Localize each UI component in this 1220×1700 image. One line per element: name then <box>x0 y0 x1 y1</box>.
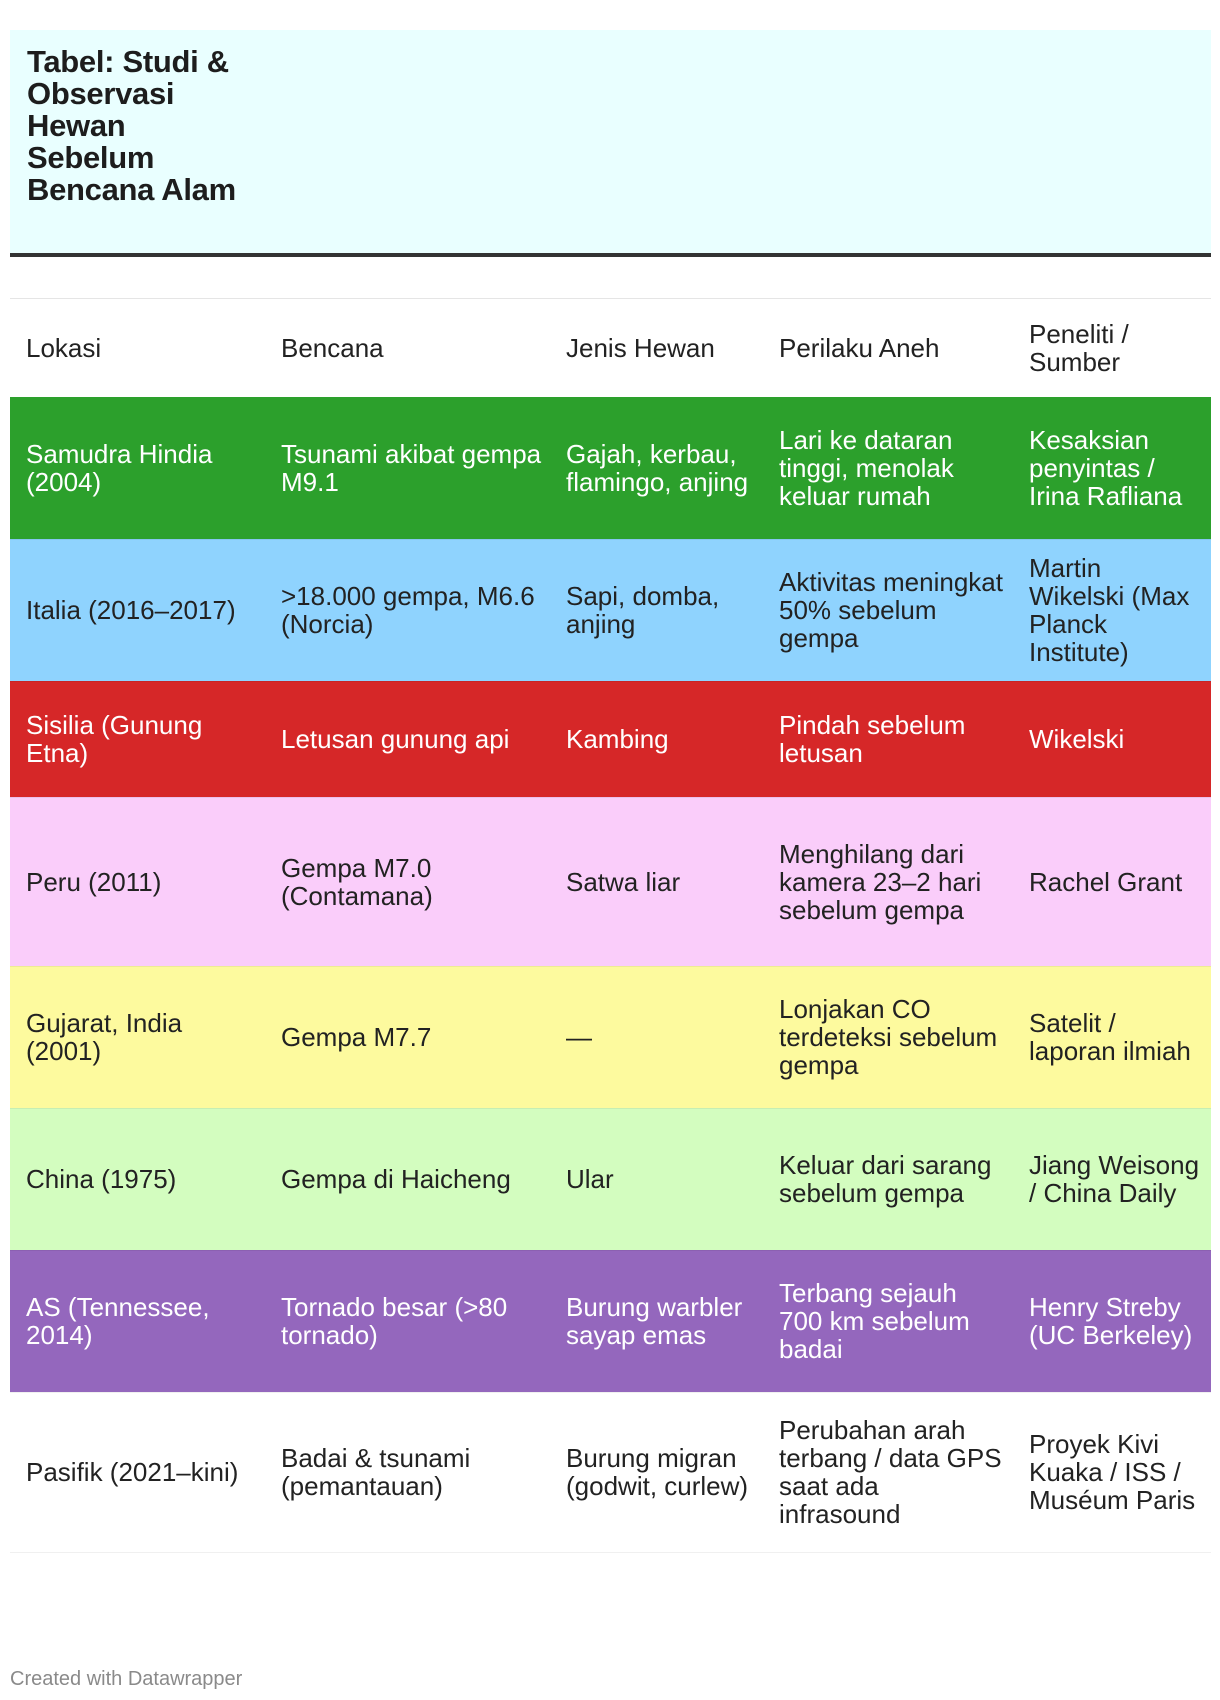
table-cell: Perubahan arah terbang / data GPS saat a… <box>763 1392 1013 1553</box>
column-header-perilaku-aneh: Perilaku Aneh <box>779 333 940 363</box>
table-row: China (1975) Gempa di Haicheng Ular Keluar … <box>10 1108 1211 1251</box>
table-cell: Gujarat, India (2001) <box>10 966 265 1109</box>
table-cell: Jiang Weisong / China Daily <box>1013 1108 1211 1251</box>
table-cell: Kesaksian penyintas / Irina Rafliana <box>1013 397 1211 540</box>
table-cell: — <box>550 966 763 1109</box>
table-cell: Aktivitas meningkat 50% sebelum gempa <box>763 539 1013 682</box>
table-cell: Martin Wikelski (Max Planck Institute) <box>1013 539 1211 682</box>
table-cell: Badai & tsunami (pemantauan) <box>265 1392 550 1553</box>
table-cell: Gajah, kerbau, flamingo, anjing <box>550 397 763 540</box>
table-cell: Lari ke dataran tinggi, menolak keluar r… <box>763 397 1013 540</box>
table-cell: Letusan gunung api <box>265 681 550 798</box>
table-row: Pasifik (2021–kini) Badai & tsunami (pema… <box>10 1392 1211 1553</box>
table-cell: Terbang sejauh 700 km sebelum badai <box>763 1250 1013 1393</box>
data-table: Lokasi Bencana Jenis Hewan Perilaku Aneh… <box>10 299 1211 1553</box>
table-cell: >18.000 gempa, M6.6 (Norcia) <box>265 539 550 682</box>
title-box: Tabel: Studi & Observasi Hewan Sebelum B… <box>10 30 1211 254</box>
table-row: Samudra Hindia (2004) Tsunami akibat gemp… <box>10 397 1211 540</box>
table-body: Samudra Hindia (2004) Tsunami akibat gemp… <box>10 397 1211 1553</box>
table-cell: Wikelski <box>1013 681 1211 798</box>
table-cell: Henry Streby (UC Berkeley) <box>1013 1250 1211 1393</box>
footer-credit: Created with Datawrapper <box>10 1668 243 1690</box>
column-header-bencana: Bencana <box>281 333 384 363</box>
table-cell: Tornado besar (>80 tornado) <box>265 1250 550 1393</box>
table-cell: Rachel Grant <box>1013 797 1211 967</box>
table-cell: Pindah sebelum letusan <box>763 681 1013 798</box>
table-cell: Peru (2011) <box>10 797 265 967</box>
column-header-jenis-hewan: Jenis Hewan <box>566 333 715 363</box>
table-cell: Italia (2016–2017) <box>10 539 265 682</box>
table-cell: Burung warbler sayap emas <box>550 1250 763 1393</box>
table-cell: Satwa liar <box>550 797 763 967</box>
table-cell: Sapi, domba, anjing <box>550 539 763 682</box>
table-cell: Gempa di Haicheng <box>265 1108 550 1251</box>
table-cell: Menghilang dari kamera 23–2 hari sebelum… <box>763 797 1013 967</box>
table-row: Peru (2011) Gempa M7.0 (Contamana) Satwa l… <box>10 797 1211 967</box>
table-cell: AS (Tennessee, 2014) <box>10 1250 265 1393</box>
column-header-lokasi: Lokasi <box>26 333 102 363</box>
title-divider <box>10 253 1211 257</box>
table-header-row: Lokasi Bencana Jenis Hewan Perilaku Aneh… <box>10 299 1211 397</box>
header-top-divider <box>10 298 1211 299</box>
table-cell: Pasifik (2021–kini) <box>10 1392 265 1553</box>
table-cell: Gempa M7.0 (Contamana) <box>265 797 550 967</box>
table-row: Italia (2016–2017) >18.000 gempa, M6.6 (N… <box>10 539 1211 682</box>
table-cell: Satelit / laporan ilmiah <box>1013 966 1211 1109</box>
chart-title: Tabel: Studi & Observasi Hewan Sebelum B… <box>27 44 236 207</box>
table-row: Sisilia (Gunung Etna) Letusan gunung api K… <box>10 681 1211 798</box>
table-cell: Tsunami akibat gempa M9.1 <box>265 397 550 540</box>
table-cell: Sisilia (Gunung Etna) <box>10 681 265 798</box>
table-cell: Keluar dari sarang sebelum gempa <box>763 1108 1013 1251</box>
table-cell: Proyek Kivi Kuaka / ISS / Muséum Paris <box>1013 1392 1211 1553</box>
table-cell: Ular <box>550 1108 763 1251</box>
table-cell: Kambing <box>550 681 763 798</box>
table-cell: Burung migran (godwit, curlew) <box>550 1392 763 1553</box>
table-row: AS (Tennessee, 2014) Tornado besar (>80 t… <box>10 1250 1211 1393</box>
table-cell: Gempa M7.7 <box>265 966 550 1109</box>
table-cell: China (1975) <box>10 1108 265 1251</box>
table-cell: Samudra Hindia (2004) <box>10 397 265 540</box>
table-cell: Lonjakan CO terdeteksi sebelum gempa <box>763 966 1013 1109</box>
column-header-peneliti-sumber: Peneliti / Sumber <box>1029 319 1129 377</box>
table-row: Gujarat, India (2001) Gempa M7.7— Lonjakan… <box>10 966 1211 1109</box>
